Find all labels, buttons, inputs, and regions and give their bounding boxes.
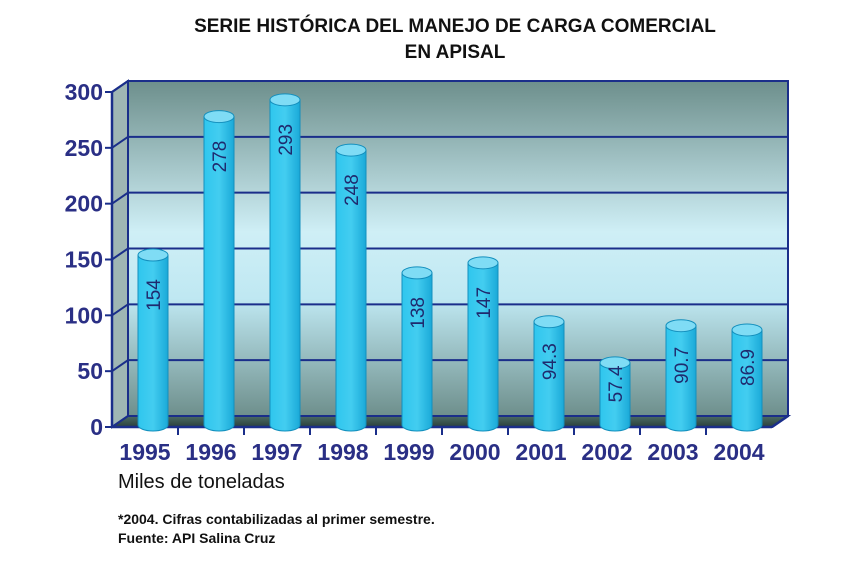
gridline xyxy=(111,80,788,93)
bar-top xyxy=(533,315,565,329)
bar xyxy=(335,149,367,432)
bar-chart: 0 50 100 150 200 250 300 1995 154 1996 278 1997 293 1… xyxy=(65,79,792,465)
bar-top xyxy=(665,319,697,333)
gridline xyxy=(111,359,788,372)
y-tick-label: 250 xyxy=(65,135,103,161)
gridline xyxy=(111,247,788,261)
gridline xyxy=(111,135,788,149)
data-label: 94.3 xyxy=(540,343,561,380)
footnote: *2004. Cifras contabilizadas al primer s… xyxy=(118,511,435,527)
x-axis-depth xyxy=(771,414,789,429)
data-label: 278 xyxy=(210,141,231,173)
y-tick-label: 0 xyxy=(90,414,103,440)
data-label: 90.7 xyxy=(672,347,693,384)
x-tick-label: 2001 xyxy=(515,439,566,465)
source-note: Fuente: API Salina Cruz xyxy=(118,530,276,546)
bar-top xyxy=(203,110,235,124)
x-tick-label: 2000 xyxy=(449,439,500,465)
x-tick-label: 2002 xyxy=(581,439,632,465)
bar xyxy=(467,262,499,432)
bar-top xyxy=(467,256,499,270)
gridline xyxy=(111,303,788,317)
data-label: 86.9 xyxy=(738,349,759,386)
gridline xyxy=(111,191,788,205)
x-tick-label: 2003 xyxy=(647,439,698,465)
y-tick-label: 150 xyxy=(65,247,103,273)
bar-top xyxy=(731,323,763,337)
y-tick-label: 200 xyxy=(65,191,103,217)
x-tick-label: 1999 xyxy=(383,439,434,465)
bar-top xyxy=(335,143,367,157)
data-label: 138 xyxy=(408,297,429,329)
bar xyxy=(401,272,433,432)
data-label: 154 xyxy=(144,279,165,311)
bar-top xyxy=(269,93,301,107)
x-tick-label: 1996 xyxy=(185,439,236,465)
bar xyxy=(203,116,235,432)
x-tick-label: 1995 xyxy=(119,439,170,465)
data-label: 293 xyxy=(276,124,297,156)
chart-subtitle: EN APISAL xyxy=(404,42,506,63)
bar xyxy=(665,325,697,432)
y-tick-label: 100 xyxy=(65,302,103,328)
data-label: 147 xyxy=(474,287,495,319)
data-label: 248 xyxy=(342,174,363,206)
bar xyxy=(533,321,565,432)
y-tick-label: 50 xyxy=(77,358,103,384)
bar xyxy=(599,362,631,432)
bar-top xyxy=(599,356,631,370)
bar-top xyxy=(401,266,433,280)
bar xyxy=(731,329,763,432)
y-tick-label: 300 xyxy=(65,79,103,105)
bar-top xyxy=(137,248,169,262)
bar xyxy=(137,254,169,432)
x-tick-label: 1998 xyxy=(317,439,368,465)
bar xyxy=(269,99,301,432)
x-tick-label: 1997 xyxy=(251,439,302,465)
data-label: 57.4 xyxy=(606,365,627,402)
units-label: Miles de toneladas xyxy=(118,471,285,493)
x-tick-label: 2004 xyxy=(713,439,764,465)
chart-title: SERIE HISTÓRICA DEL MANEJO DE CARGA COME… xyxy=(194,16,716,37)
